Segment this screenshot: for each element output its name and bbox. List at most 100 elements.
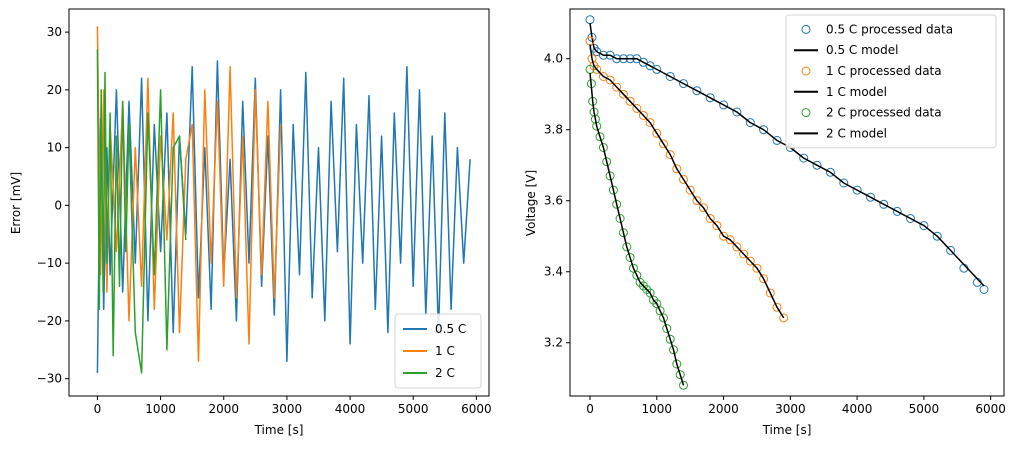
voltage-data-point <box>705 93 715 103</box>
voltage-data-point <box>632 103 642 113</box>
voltage-data-point <box>692 86 702 96</box>
voltage-axes-frame <box>569 8 1005 397</box>
voltage-legend-label: 1 C processed data <box>826 64 942 78</box>
voltage-data-point <box>625 253 635 262</box>
voltage-x-tick-label: 2000 <box>708 402 739 416</box>
error-x-tick-label: 3000 <box>272 402 303 416</box>
voltage-data-point <box>759 125 769 135</box>
voltage-data-point <box>652 64 662 74</box>
voltage-data-point <box>679 174 688 184</box>
voltage-data-point <box>732 107 742 117</box>
voltage-x-axis-label: Time [s] <box>762 423 812 437</box>
voltage-y-tick-label: 4.0 <box>544 52 563 66</box>
voltage-data-point <box>852 185 862 195</box>
error-x-axis-label: Time [s] <box>254 423 304 437</box>
error-legend: 0.5 C 1 C 2 C <box>394 313 482 389</box>
error-legend-label: 0.5 C <box>435 322 466 336</box>
voltage-data-point <box>799 153 809 163</box>
voltage-data-point <box>598 143 608 152</box>
voltage-y-axis-label: Voltage [V] <box>524 170 538 236</box>
voltage-data-point <box>659 139 668 149</box>
voltage-data-point <box>585 15 595 25</box>
voltage-data-point <box>679 79 688 89</box>
voltage-data-point <box>745 256 755 266</box>
error-series-2-c-line <box>96 49 187 374</box>
voltage-data-point <box>605 75 615 85</box>
voltage-x-tick-label: 3000 <box>775 402 806 416</box>
voltage-x-tick-label: 1000 <box>642 402 673 416</box>
voltage-data-point <box>665 72 675 81</box>
error-y-axis-label: Error [mV] <box>9 172 23 234</box>
voltage-data-point <box>628 263 638 273</box>
error-legend-label: 1 C <box>435 344 455 358</box>
voltage-legend: 0.5 C processed data 0.5 C model 1 C proce… <box>785 14 997 149</box>
voltage-data-point <box>659 313 668 323</box>
error-series-1-c-line <box>96 26 282 363</box>
error-x-tick-label: 6000 <box>461 402 492 416</box>
voltage-data-point <box>685 185 695 195</box>
voltage-legend-label: 0.5 C model <box>826 43 898 57</box>
error-y-tick-label: 20 <box>47 83 62 97</box>
voltage-data-point <box>932 231 942 241</box>
voltage-data-point <box>825 167 835 177</box>
voltage-data-point <box>612 199 622 209</box>
voltage-data-point <box>679 380 688 390</box>
voltage-data-point <box>979 285 989 294</box>
voltage-data-point <box>866 192 875 202</box>
voltage-data-point <box>765 288 775 298</box>
voltage-data-point <box>752 263 762 273</box>
error-legend-box <box>394 313 482 389</box>
error-y-tick-label: −20 <box>37 314 62 328</box>
voltage-series-2-c-model-line <box>589 72 685 386</box>
error-x-ticks: 0 1000 2000 3000 4000 5000 6000 <box>94 396 492 416</box>
voltage-data-point <box>772 302 782 312</box>
voltage-data-point <box>839 178 849 188</box>
voltage-data-point <box>605 171 615 181</box>
voltage-data-point <box>645 118 655 128</box>
voltage-data-point <box>705 214 715 223</box>
voltage-data-point <box>652 299 662 309</box>
voltage-legend-label: 2 C model <box>826 126 887 140</box>
error-x-tick-label: 0 <box>94 402 102 416</box>
voltage-data-point <box>712 221 722 231</box>
voltage-x-tick-label: 5000 <box>909 402 940 416</box>
error-x-tick-label: 5000 <box>398 402 429 416</box>
error-axes-frame <box>68 8 490 397</box>
voltage-series-1-c-processed-data-markers <box>585 36 789 323</box>
error-plot-area <box>96 26 471 374</box>
voltage-series-group <box>585 15 989 390</box>
voltage-legend-label: 0.5 C processed data <box>826 22 953 36</box>
voltage-x-tick-label: 0 <box>586 402 594 416</box>
voltage-panel: 0 1000 2000 3000 4000 5000 6000 3.2 3.4 3.6 3.8 4.… <box>524 8 1006 437</box>
error-y-tick-label: 30 <box>47 25 62 39</box>
voltage-data-point <box>592 47 602 57</box>
error-y-tick-label: 10 <box>47 141 62 155</box>
voltage-data-point <box>618 228 628 238</box>
voltage-data-point <box>699 203 708 213</box>
voltage-y-tick-label: 3.4 <box>544 265 563 279</box>
voltage-legend-box <box>785 14 997 149</box>
voltage-data-point <box>655 306 665 316</box>
voltage-data-point <box>602 157 612 167</box>
voltage-series-2-c-processed-data-markers <box>585 64 688 390</box>
voltage-data-point <box>595 132 605 142</box>
voltage-data-point <box>946 245 956 255</box>
error-y-ticks: −30 −20 −10 0 10 20 30 <box>37 25 69 386</box>
voltage-x-tick-label: 4000 <box>842 402 873 416</box>
voltage-data-point <box>725 235 735 245</box>
voltage-data-point <box>592 64 602 74</box>
voltage-data-point <box>675 370 685 380</box>
voltage-y-tick-label: 3.8 <box>544 123 563 137</box>
voltage-data-point <box>665 334 675 344</box>
error-x-tick-label: 1000 <box>145 402 176 416</box>
voltage-data-point <box>739 249 749 259</box>
voltage-data-point <box>745 118 755 128</box>
voltage-data-point <box>672 359 682 369</box>
voltage-legend-swatch <box>801 108 811 118</box>
voltage-legend-swatch <box>801 66 811 76</box>
voltage-data-point <box>892 206 902 216</box>
voltage-data-point <box>812 160 822 170</box>
error-x-tick-label: 4000 <box>335 402 366 416</box>
voltage-data-point <box>719 100 729 110</box>
